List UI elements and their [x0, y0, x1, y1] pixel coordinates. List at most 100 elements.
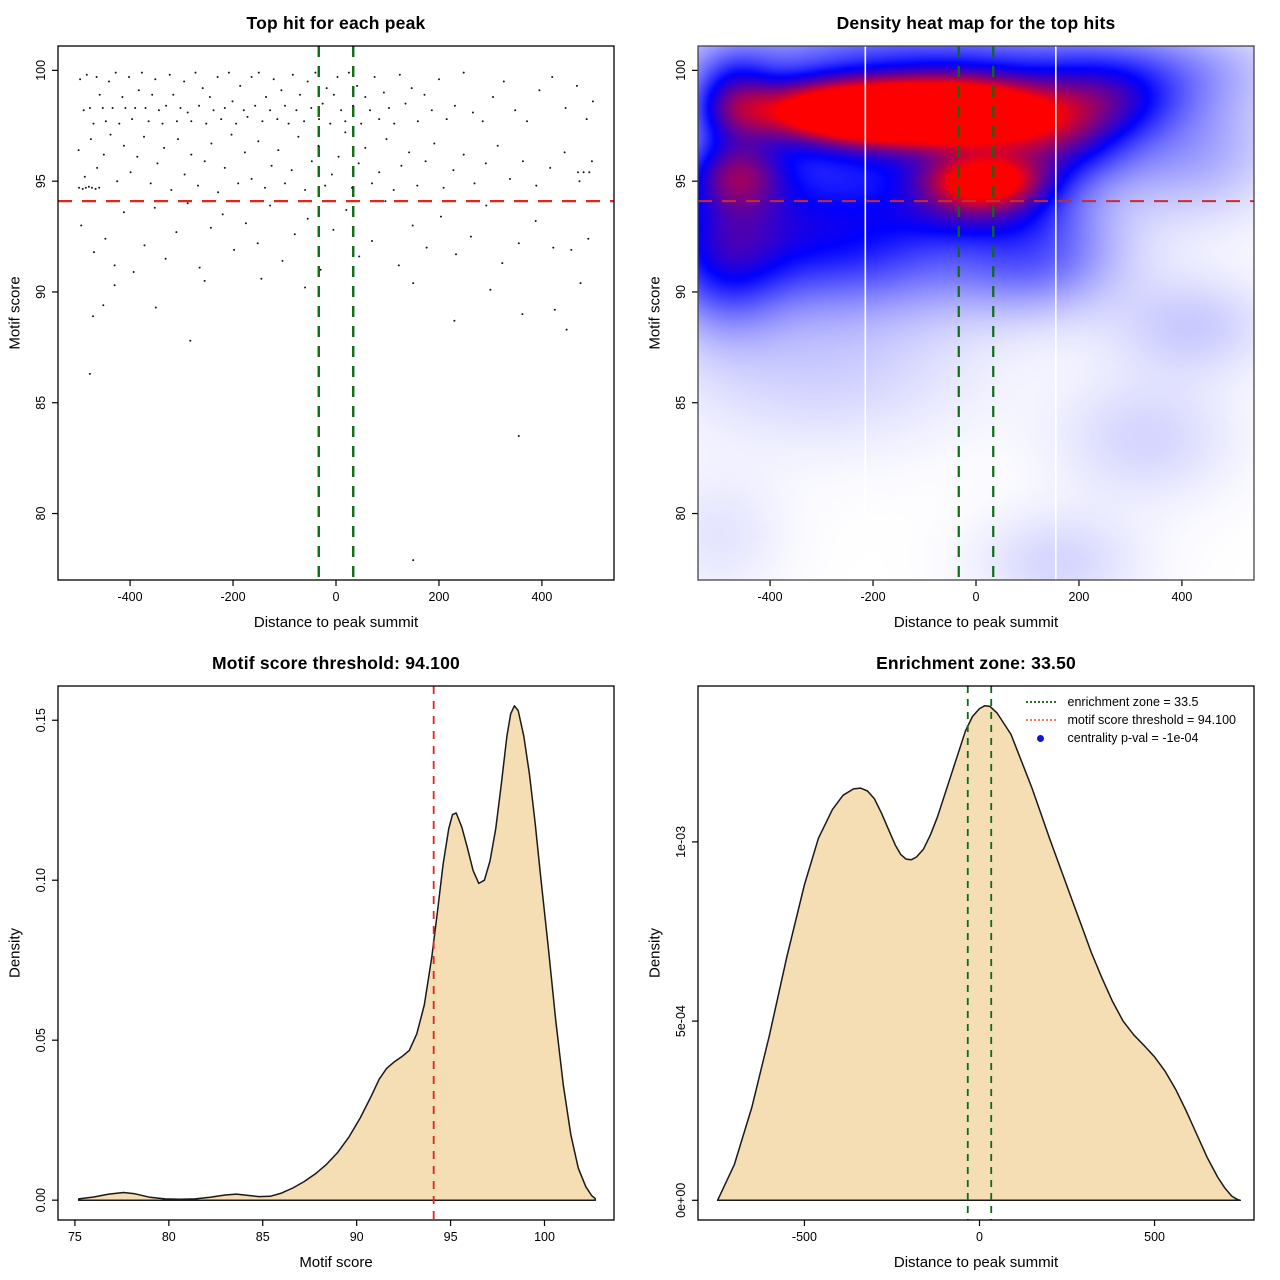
data-point: [369, 109, 371, 112]
chart-title: Top hit for each peak: [246, 13, 426, 33]
data-point: [371, 182, 373, 185]
data-point: [233, 248, 236, 251]
data-point: [462, 153, 465, 156]
data-point: [345, 209, 348, 211]
x-tick-label: 200: [1069, 590, 1090, 604]
data-point: [284, 182, 286, 185]
data-point: [575, 84, 578, 87]
data-point: [299, 93, 301, 96]
data-point: [287, 122, 290, 125]
y-tick-label: 0.10: [34, 868, 48, 892]
x-tick-label: 80: [162, 1230, 176, 1244]
data-point: [509, 177, 511, 180]
data-point: [250, 76, 253, 78]
data-point: [164, 257, 167, 260]
data-point: [462, 71, 465, 74]
data-point: [212, 109, 215, 112]
data-point: [423, 93, 426, 96]
chart-title: Enrichment zone: 33.50: [876, 653, 1076, 673]
data-point: [77, 149, 80, 152]
y-tick-label: 95: [674, 174, 688, 188]
x-tick-label: -200: [221, 590, 246, 604]
data-point: [330, 173, 333, 176]
data-point: [424, 160, 427, 163]
data-point: [564, 107, 567, 109]
plot-box: [697, 685, 1255, 1221]
data-point: [143, 244, 146, 247]
data-point: [514, 109, 517, 112]
y-tick-label: 100: [674, 60, 688, 81]
y-tick-label: 0.00: [34, 1188, 48, 1212]
data-point: [118, 122, 121, 125]
data-point: [430, 109, 433, 112]
data-point: [325, 87, 328, 90]
data-point: [223, 166, 226, 169]
density-curve: [716, 704, 1242, 1202]
data-point: [276, 118, 279, 121]
data-point: [91, 186, 93, 189]
data-point: [95, 76, 98, 78]
blue-dot-icon: [1026, 734, 1056, 742]
data-point: [88, 107, 91, 109]
data-point: [344, 131, 347, 134]
data-point: [109, 133, 112, 136]
data-point: [143, 135, 145, 138]
data-point: [329, 122, 332, 125]
data-point: [217, 191, 220, 194]
data-point: [235, 122, 238, 125]
data-point: [310, 107, 313, 109]
data-point: [264, 186, 266, 189]
data-point: [538, 89, 541, 92]
data-point: [400, 164, 403, 167]
data-point: [502, 80, 505, 83]
top-hit-scatter-plot: -400 -200 0 200 400 80 85 90 95 100: [34, 45, 615, 604]
data-point: [177, 138, 179, 141]
data-point: [347, 71, 350, 74]
data-point: [453, 319, 456, 322]
data-point: [553, 308, 556, 311]
data-point: [140, 71, 143, 74]
data-point: [136, 155, 139, 158]
data-point: [144, 107, 147, 109]
x-tick-label: 95: [444, 1230, 458, 1244]
data-point: [371, 240, 373, 242]
data-point: [129, 171, 132, 174]
data-point: [306, 80, 309, 83]
data-point: [358, 255, 361, 258]
plot-box: [57, 685, 615, 1221]
data-point: [310, 160, 313, 163]
data-point: [203, 279, 206, 282]
data-point: [175, 231, 178, 234]
data-point: [165, 104, 168, 107]
data-point: [190, 120, 193, 123]
x-tick-label: 0: [976, 1230, 983, 1244]
data-point: [469, 235, 472, 238]
data-point: [485, 204, 488, 207]
data-point: [337, 155, 340, 158]
data-point: [239, 84, 242, 87]
plot-legend: enrichment zone = 33.5 motif score thres…: [1025, 693, 1236, 747]
data-point: [221, 213, 224, 216]
data-point: [194, 71, 197, 74]
data-point: [147, 120, 150, 123]
data-point: [153, 206, 156, 209]
data-point: [590, 160, 593, 163]
data-point: [108, 80, 110, 83]
enrichment-zone-density-plot: -500 0 500 0e+00 5e-04 1e-03: [674, 685, 1255, 1244]
data-point: [243, 151, 246, 154]
data-point: [585, 118, 588, 121]
data-point: [351, 186, 353, 189]
data-point: [87, 185, 90, 188]
data-point: [154, 306, 157, 309]
legend-item-motif-threshold: motif score threshold = 94.100: [1025, 711, 1236, 729]
data-point: [293, 233, 296, 236]
data-point: [256, 242, 259, 245]
data-point: [408, 151, 411, 154]
data-point: [265, 96, 267, 98]
data-point: [404, 102, 407, 105]
data-point: [356, 84, 359, 87]
chart-title: Motif score threshold: 94.100: [212, 653, 460, 673]
data-point: [101, 107, 104, 109]
data-point: [360, 122, 363, 125]
x-tick-label: 0: [973, 590, 980, 604]
